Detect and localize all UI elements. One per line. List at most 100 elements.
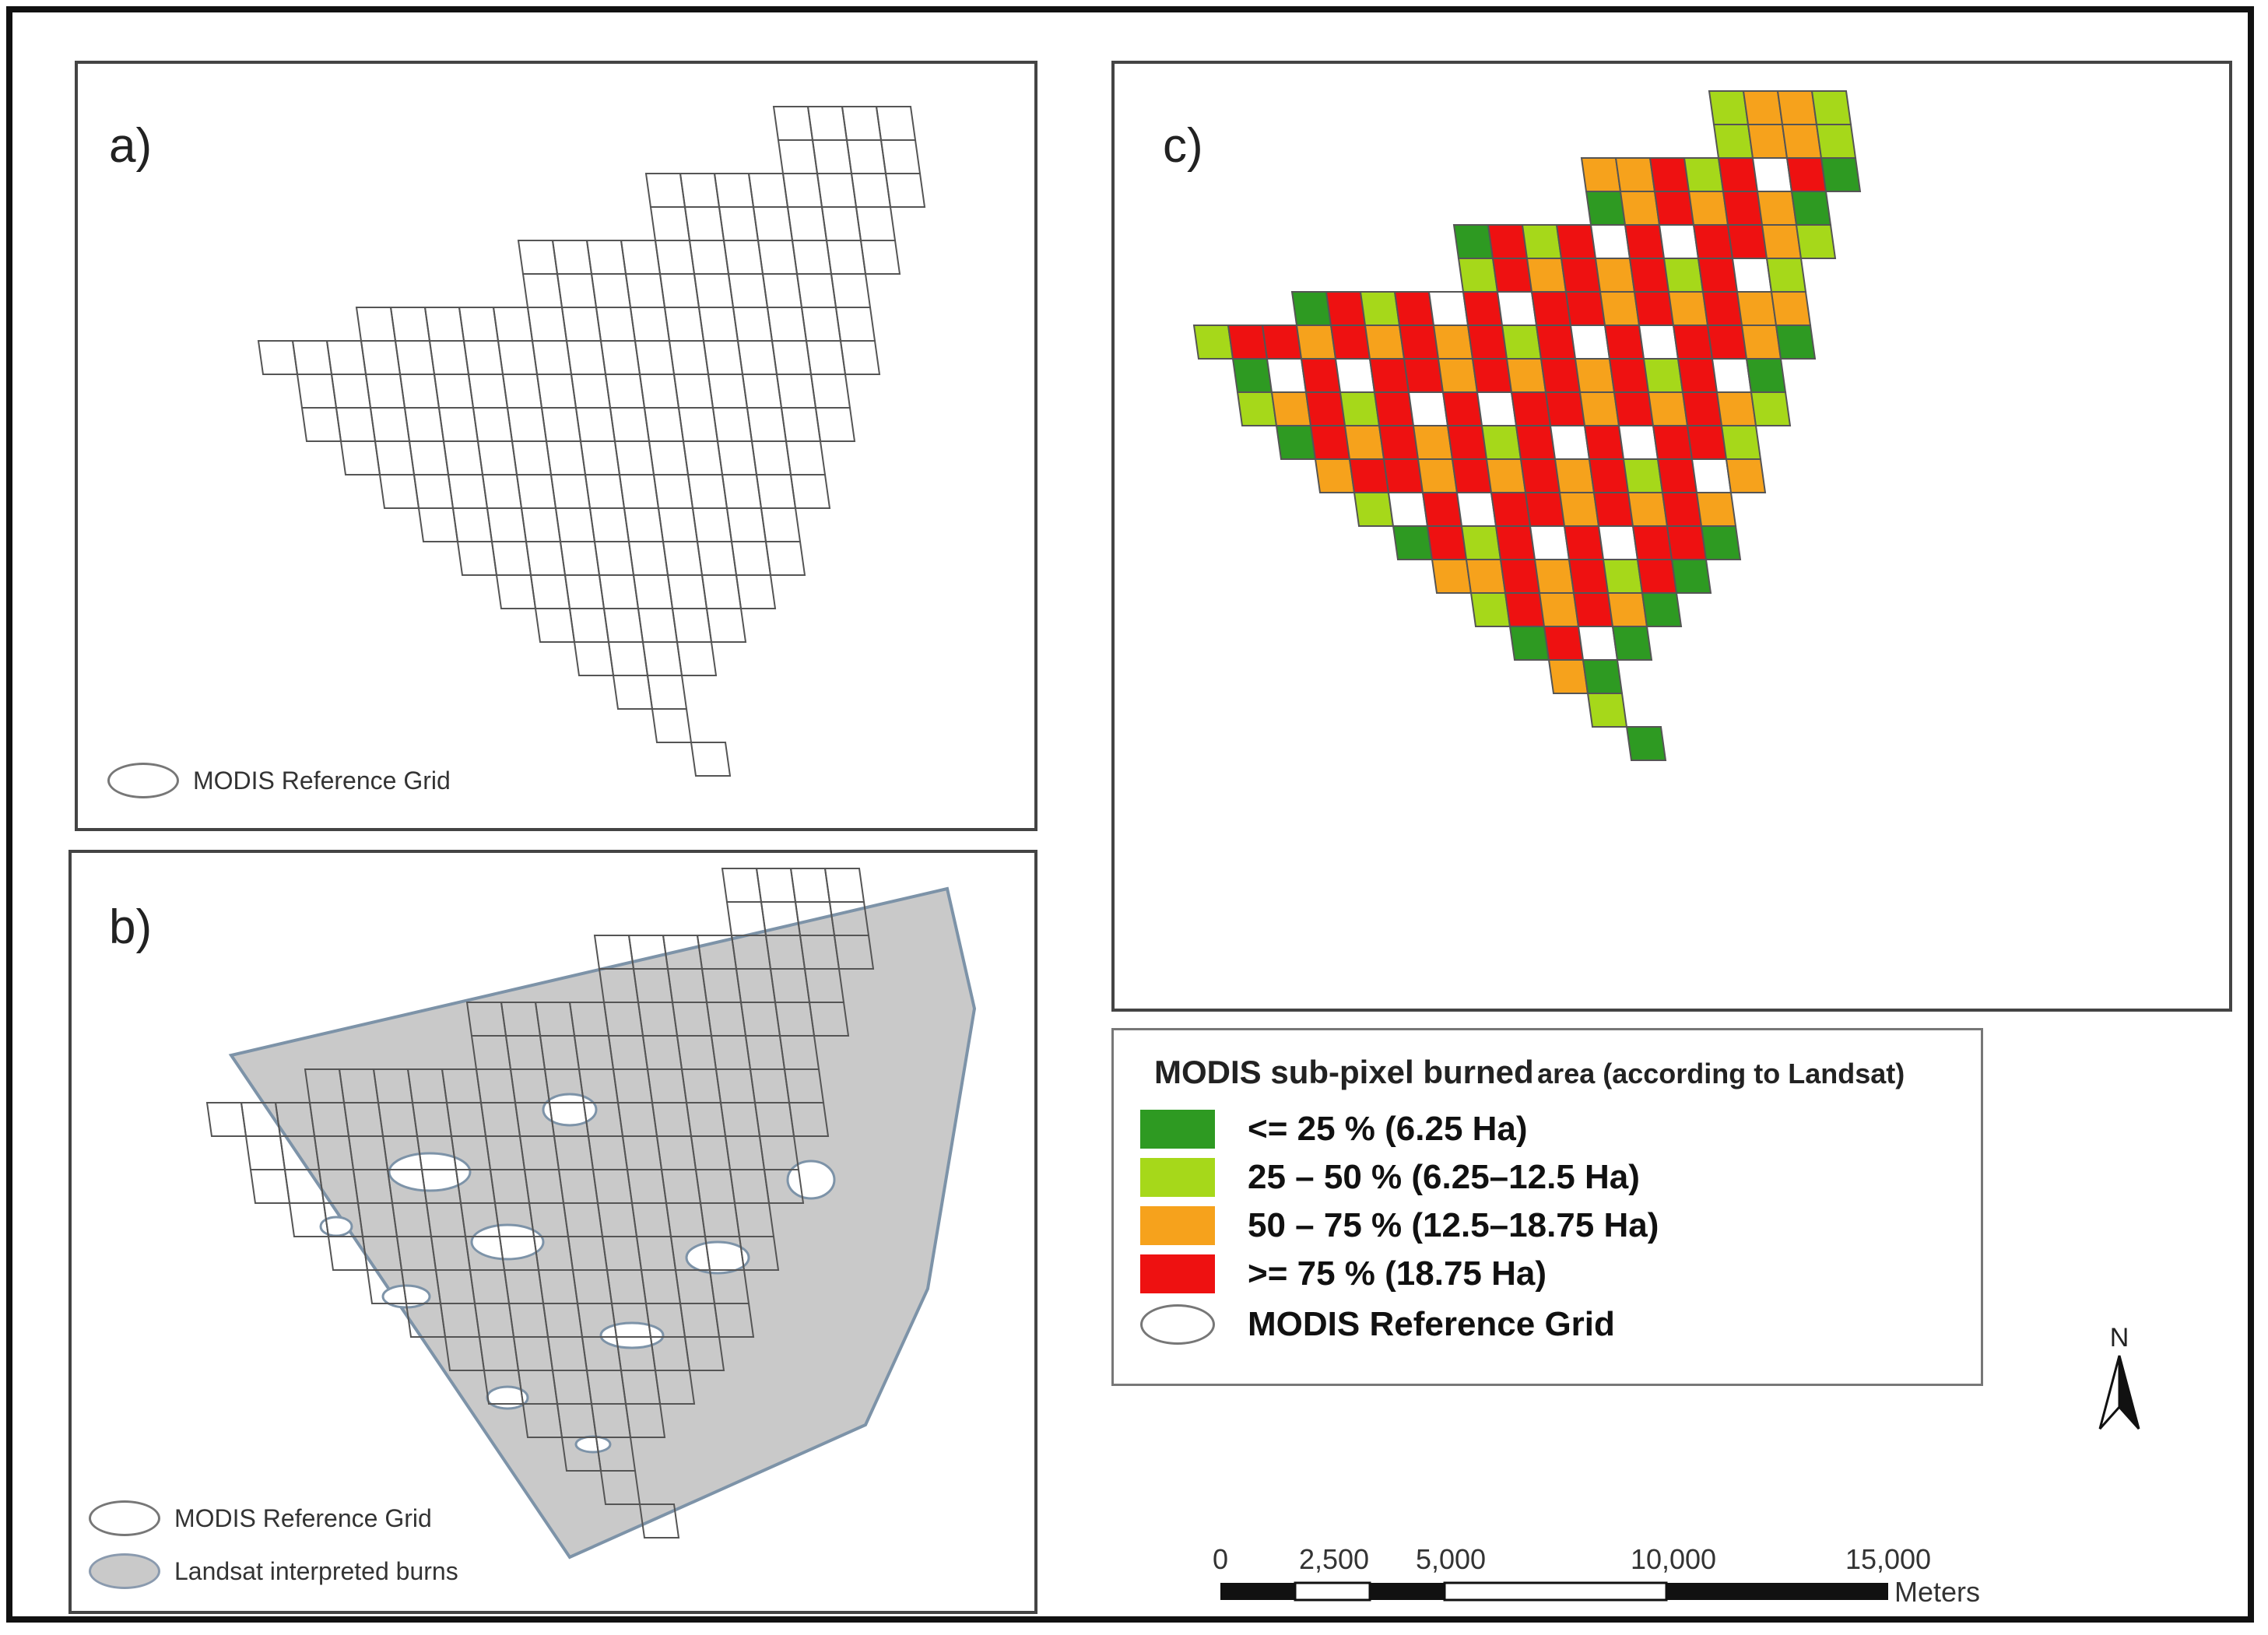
grid-cell <box>585 240 627 275</box>
legend-class-4-label: >= 75 % (18.75 Ha) <box>1248 1254 1547 1293</box>
grid-cell <box>1359 291 1401 326</box>
grid-cell <box>1628 258 1670 293</box>
grid-cell <box>850 173 892 208</box>
grid-cell <box>1781 124 1823 159</box>
grid-cell <box>330 374 372 409</box>
grid-cell <box>686 474 728 509</box>
grid-cell <box>517 240 559 275</box>
grid-cell <box>618 474 660 509</box>
grid-cell <box>1348 458 1390 493</box>
grid-cell <box>1599 291 1641 326</box>
grid-cell <box>1711 358 1753 393</box>
grid-cell <box>1662 258 1705 293</box>
grid-cell <box>845 139 887 174</box>
grid-cell <box>1708 90 1750 125</box>
grid-cell <box>1722 191 1764 226</box>
grid-cell <box>1683 157 1725 192</box>
panel-b-legend-grid: MODIS Reference Grid <box>89 1500 432 1536</box>
grid-cell <box>1295 325 1337 360</box>
panel-a: a) MODIS Reference Grid <box>75 61 1037 831</box>
grid-cell <box>623 507 665 542</box>
grid-cell <box>1499 559 1541 594</box>
grid-cell <box>511 440 553 475</box>
grid-cell <box>1676 358 1719 393</box>
grid-cell <box>1535 325 1577 360</box>
grid-cell <box>1606 592 1648 627</box>
grid-cell <box>1636 559 1678 594</box>
figure-frame: a) MODIS Reference Grid b) MODIS Referen… <box>6 6 2254 1623</box>
grid-cell <box>1624 224 1666 259</box>
grid-cell <box>722 240 764 275</box>
grid-cell <box>1670 559 1712 594</box>
grid-cell <box>355 307 397 342</box>
grid-cell <box>590 273 632 308</box>
grid-cell <box>1795 224 1837 259</box>
grid-cell <box>1538 592 1580 627</box>
grid-cell <box>1586 693 1628 728</box>
grid-cell <box>1666 525 1708 560</box>
grid-cell <box>702 340 744 375</box>
grid-cell <box>648 440 690 475</box>
grid-cell <box>730 541 772 576</box>
legend-class-3-label: 50 – 75 % (12.5–18.75 Ha) <box>1248 1206 1659 1244</box>
grid-cell <box>451 507 493 542</box>
grid-cell <box>394 340 436 375</box>
grid-cell <box>1602 559 1644 594</box>
grid-cell <box>602 608 644 643</box>
grid-cell <box>1672 325 1714 360</box>
grid-cell <box>725 901 767 936</box>
grid-cell <box>620 240 662 275</box>
grid-cell <box>1619 191 1661 226</box>
grid-cell <box>763 1169 805 1204</box>
grid-cell <box>627 541 669 576</box>
grid-cell <box>1617 425 1659 460</box>
grid-cell <box>492 307 534 342</box>
grid-cell <box>841 106 883 141</box>
grid-cell <box>764 541 806 576</box>
grid-cell <box>1580 157 1622 192</box>
grid-cell <box>413 474 455 509</box>
grid-cell <box>1700 525 1742 560</box>
legend-class-1-label: <= 25 % (6.25 Ha) <box>1248 1110 1528 1148</box>
grid-cell <box>721 868 763 903</box>
grid-cell <box>1574 358 1616 393</box>
grid-cell <box>599 340 641 375</box>
grid-cell <box>335 407 377 442</box>
grid-cell <box>609 407 651 442</box>
grid-cell <box>1614 157 1656 192</box>
grid-cell <box>1695 492 1737 527</box>
grid-cell <box>814 407 856 442</box>
grid-cell <box>1583 425 1625 460</box>
grid-cell <box>595 307 637 342</box>
grid-cell <box>652 474 694 509</box>
grid-cell <box>1627 492 1669 527</box>
grid-cell <box>403 407 445 442</box>
grid-cell <box>1652 425 1694 460</box>
grid-cell <box>1407 391 1449 426</box>
scale-tick-0: 0 <box>1213 1543 1228 1575</box>
grid-cell <box>1648 157 1690 192</box>
unburned-gap <box>786 1160 836 1200</box>
swatch-ge75 <box>1140 1254 1215 1293</box>
grid-cell <box>1540 358 1582 393</box>
grid-cell <box>1329 325 1371 360</box>
panel-a-legend-label: MODIS Reference Grid <box>193 766 451 795</box>
grid-cell <box>1227 325 1269 360</box>
burn-oval-icon <box>89 1553 160 1589</box>
grid-cell <box>205 1102 248 1137</box>
grid-cell <box>638 1503 680 1539</box>
scale-seg-3 <box>1370 1583 1445 1600</box>
grid-cell <box>1740 325 1782 360</box>
grid-cell <box>766 307 808 342</box>
grid-cell <box>732 307 774 342</box>
grid-cell <box>456 541 498 576</box>
grid-cell <box>1432 325 1474 360</box>
grid-cell <box>560 307 602 342</box>
legend-class-4: >= 75 % (18.75 Ha) <box>1140 1254 1547 1293</box>
grid-cell <box>525 541 567 576</box>
grid-cell <box>1577 626 1619 661</box>
grid-cell <box>1686 425 1728 460</box>
grid-cell <box>1572 592 1614 627</box>
scale-unit: Meters <box>1894 1576 1980 1608</box>
grid-cell <box>775 374 817 409</box>
